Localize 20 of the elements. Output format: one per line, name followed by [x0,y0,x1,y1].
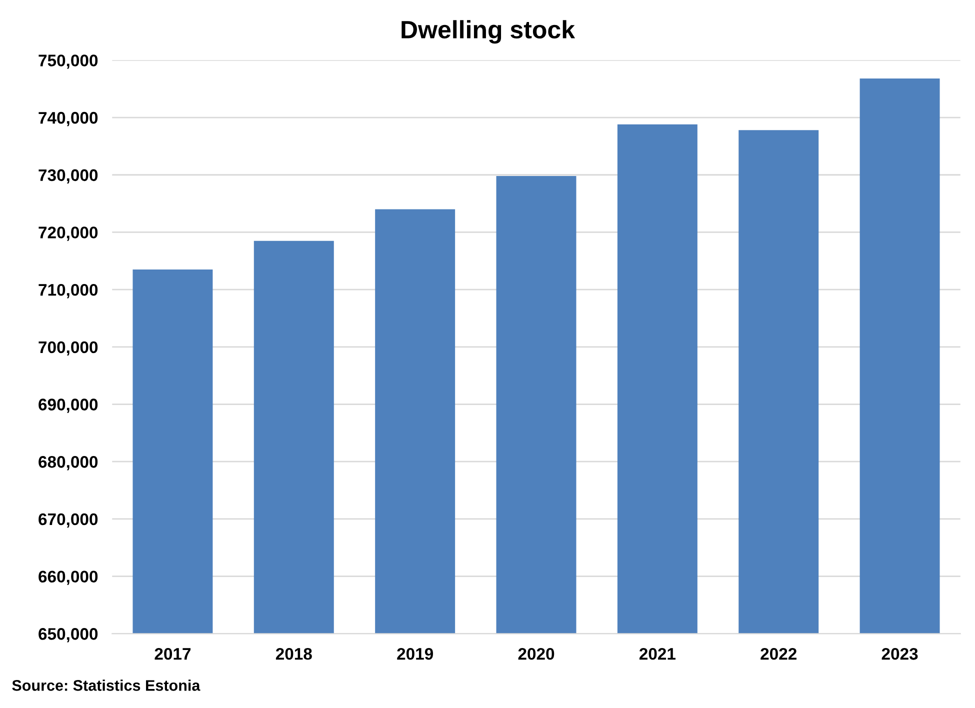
y-tick-label: 750,000 [38,54,98,69]
y-tick-label: 700,000 [38,341,98,356]
y-tick-label: 660,000 [38,570,98,585]
x-tick-label: 2020 [518,648,554,660]
chart-title: Dwelling stock [402,20,576,44]
y-tick-label: 680,000 [38,456,98,470]
x-tick-label: 2021 [639,648,676,660]
x-tick-label: 2019 [397,648,433,660]
y-tick-label: 730,000 [38,169,98,184]
x-tick-label: 2017 [154,648,191,660]
y-tick-label: 650,000 [38,628,98,642]
y-tick-label: 670,000 [38,513,98,528]
y-tick-label: 690,000 [38,398,98,413]
x-tick-label: 2023 [882,648,918,660]
source-note: Source: Statistics Estonia [12,680,200,691]
y-tick-label: 740,000 [38,112,98,126]
x-tick-label: 2022 [760,648,796,660]
x-tick-label: 2018 [276,648,312,660]
y-tick-label: 720,000 [38,226,98,241]
y-tick-label: 710,000 [38,284,98,298]
